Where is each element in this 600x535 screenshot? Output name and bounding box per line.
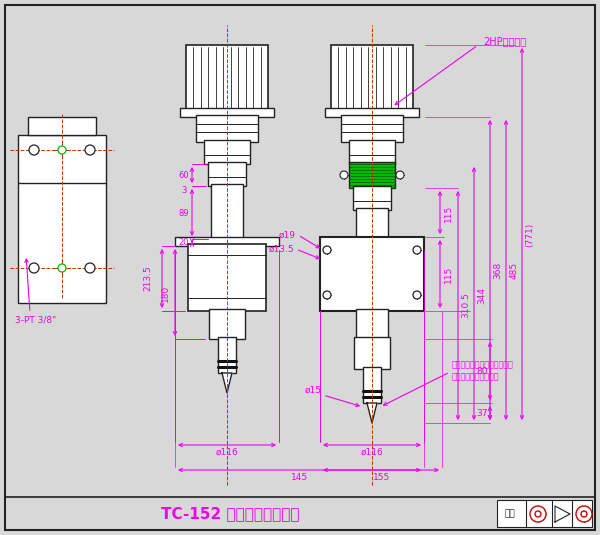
Bar: [28, 117, 96, 135]
Text: 115: 115: [443, 265, 452, 282]
Circle shape: [530, 506, 546, 522]
Bar: [331, 45, 413, 110]
Bar: [497, 500, 592, 527]
Bar: [204, 140, 250, 164]
Text: 依據實際馬達高度為主: 依據實際馬達高度為主: [452, 372, 500, 381]
Bar: [325, 108, 419, 117]
Text: ø116: ø116: [215, 447, 238, 456]
Polygon shape: [555, 506, 570, 522]
Circle shape: [85, 263, 95, 273]
Bar: [356, 208, 388, 239]
Text: TC-152 油壓頭簡易組合圖: TC-152 油壓頭簡易組合圖: [161, 507, 299, 522]
Text: 3-PT 3/8": 3-PT 3/8": [15, 316, 56, 325]
Circle shape: [413, 246, 421, 254]
Bar: [211, 184, 243, 239]
Text: 115: 115: [443, 204, 452, 221]
Bar: [196, 115, 258, 142]
Bar: [186, 45, 268, 110]
Bar: [188, 244, 266, 311]
Text: ø15: ø15: [305, 386, 322, 394]
Bar: [341, 115, 403, 142]
Bar: [349, 162, 395, 188]
Text: 60: 60: [179, 171, 190, 180]
Bar: [353, 186, 391, 210]
Bar: [349, 140, 395, 164]
Bar: [209, 309, 245, 339]
Text: ø13.5: ø13.5: [268, 244, 294, 254]
Text: 投影: 投影: [505, 509, 515, 518]
Text: (771): (771): [526, 223, 535, 247]
Polygon shape: [367, 403, 377, 423]
Bar: [175, 237, 279, 246]
Bar: [356, 309, 388, 339]
Text: 2HP主軸馬達: 2HP主軸馬達: [484, 36, 527, 46]
Text: 155: 155: [373, 473, 391, 483]
Bar: [180, 108, 274, 117]
Text: 80: 80: [476, 366, 488, 376]
Text: 3: 3: [181, 186, 187, 195]
Circle shape: [58, 146, 66, 154]
Text: 368: 368: [494, 262, 503, 279]
Circle shape: [340, 171, 348, 179]
Polygon shape: [222, 373, 232, 393]
Text: 485: 485: [509, 262, 518, 279]
Circle shape: [58, 264, 66, 272]
Circle shape: [323, 246, 331, 254]
Bar: [320, 237, 424, 311]
Text: 180: 180: [161, 285, 170, 302]
Circle shape: [535, 511, 541, 517]
Text: 89: 89: [179, 209, 190, 218]
Circle shape: [576, 506, 592, 522]
Bar: [218, 337, 236, 373]
Circle shape: [323, 291, 331, 299]
Circle shape: [29, 145, 39, 155]
Text: 310.5: 310.5: [461, 292, 470, 318]
Text: ø19: ø19: [279, 231, 296, 240]
Text: 344: 344: [478, 287, 487, 303]
Text: 37: 37: [476, 409, 488, 417]
Circle shape: [29, 263, 39, 273]
Text: 145: 145: [291, 473, 308, 483]
Text: 20: 20: [179, 238, 189, 247]
Bar: [208, 162, 246, 186]
Text: ø116: ø116: [361, 447, 383, 456]
Bar: [363, 367, 381, 403]
Bar: [354, 337, 390, 369]
Text: 夾頭組長度不同高度也會不同: 夾頭組長度不同高度也會不同: [452, 361, 514, 370]
Circle shape: [413, 291, 421, 299]
Text: 213.5: 213.5: [143, 265, 152, 291]
Circle shape: [396, 171, 404, 179]
Circle shape: [581, 511, 587, 517]
Bar: [18, 135, 106, 303]
Circle shape: [85, 145, 95, 155]
